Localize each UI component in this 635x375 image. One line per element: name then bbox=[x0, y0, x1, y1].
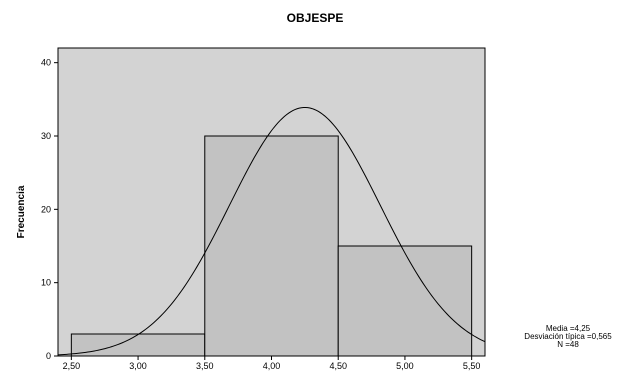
x-tick-label: 5,50 bbox=[463, 361, 481, 371]
y-tick-label: 20 bbox=[41, 204, 51, 214]
stats-line-1: Media =4,25 bbox=[546, 324, 591, 333]
y-tick-label: 10 bbox=[41, 278, 51, 288]
x-tick-label: 4,00 bbox=[263, 361, 281, 371]
normal-curve bbox=[57, 106, 486, 356]
y-axis-ticks: 0 10 20 30 40 bbox=[41, 58, 58, 361]
x-axis-ticks: 2,50 3,00 3,50 4,00 4,50 5,00 5,50 bbox=[63, 356, 481, 371]
y-tick-label: 30 bbox=[41, 131, 51, 141]
y-tick-label: 40 bbox=[41, 58, 51, 68]
y-axis-title: Frecuencia bbox=[16, 185, 27, 238]
stats-line-2: Desviación típica =0,565 bbox=[524, 332, 612, 341]
histogram-bar-1 bbox=[70, 333, 206, 357]
histogram-bar-3 bbox=[337, 245, 473, 357]
y-tick-label: 0 bbox=[46, 351, 51, 361]
x-tick-label: 5,00 bbox=[396, 361, 414, 371]
histogram-bar-2 bbox=[204, 135, 339, 357]
stats-line-3: N =48 bbox=[557, 340, 579, 349]
x-tick-label: 3,50 bbox=[196, 361, 214, 371]
x-tick-label: 2,50 bbox=[63, 361, 81, 371]
chart-title: OBJESPE bbox=[287, 11, 344, 25]
x-tick-label: 3,00 bbox=[129, 361, 147, 371]
histogram-bars bbox=[70, 135, 473, 357]
x-tick-label: 4,50 bbox=[329, 361, 347, 371]
